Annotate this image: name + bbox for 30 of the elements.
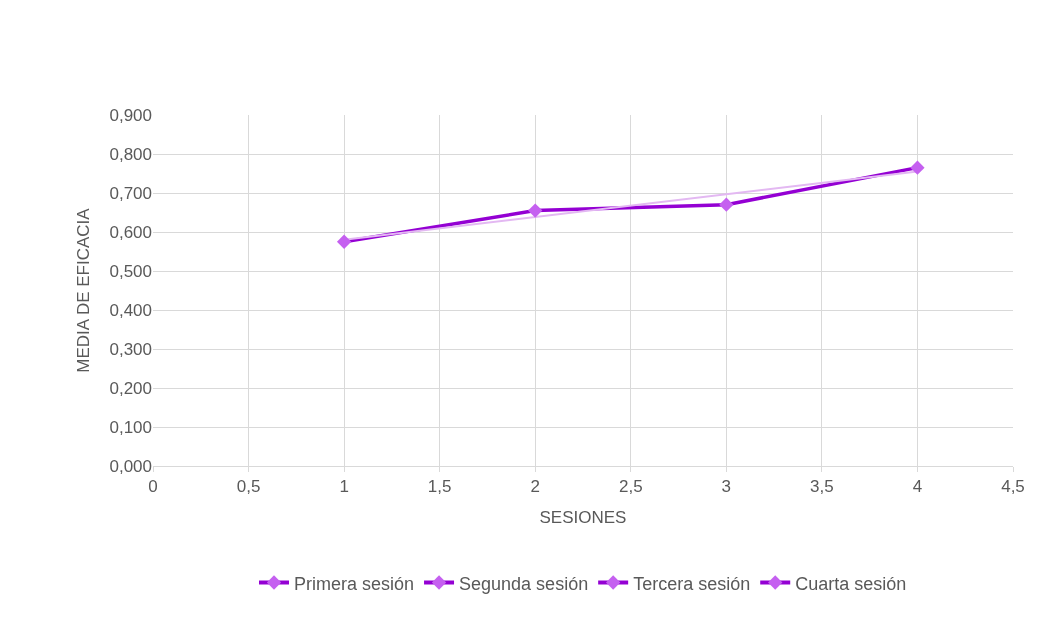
x-tick-label: 1,5 <box>427 477 452 497</box>
legend-label: Cuarta sesión <box>795 573 907 594</box>
x-tick-label: 3 <box>721 477 732 497</box>
legend-label: Segunda sesión <box>459 573 589 594</box>
x-axis-title: SESIONES <box>539 507 627 527</box>
x-tick-label: 2 <box>530 477 540 497</box>
legend-label: Tercera sesión <box>633 573 751 594</box>
x-tick-label: 2,5 <box>618 477 643 497</box>
point <box>910 160 925 175</box>
x-tick-label: 0 <box>148 477 158 497</box>
y-tick-label: 0,500 <box>109 261 152 281</box>
point <box>528 203 543 218</box>
y-tick-label: 0,800 <box>109 144 152 164</box>
y-tick-label: 0,700 <box>109 183 152 203</box>
y-tick-label: 0,400 <box>109 300 152 320</box>
x-tick-label: 4,5 <box>1001 477 1025 497</box>
y-tick-label: 0,600 <box>109 222 152 242</box>
point <box>336 234 352 249</box>
x-tick-label: 0,5 <box>236 477 261 497</box>
y-tick-label: 0,300 <box>109 339 152 359</box>
y-tick-label: 0,900 <box>109 105 152 125</box>
x-tick-label: 4 <box>912 477 923 497</box>
x-tick-label: 3,5 <box>810 477 834 497</box>
y-tick-label: 0,000 <box>109 456 152 476</box>
y-tick-label: 0,100 <box>109 417 152 437</box>
x-tick-label: 1 <box>339 477 349 497</box>
y-tick-label: 0,200 <box>109 378 152 398</box>
point <box>719 197 734 212</box>
legend-label: Primera sesión <box>294 573 415 594</box>
y-axis-title: MEDIA DE EFICACIA <box>74 207 93 373</box>
